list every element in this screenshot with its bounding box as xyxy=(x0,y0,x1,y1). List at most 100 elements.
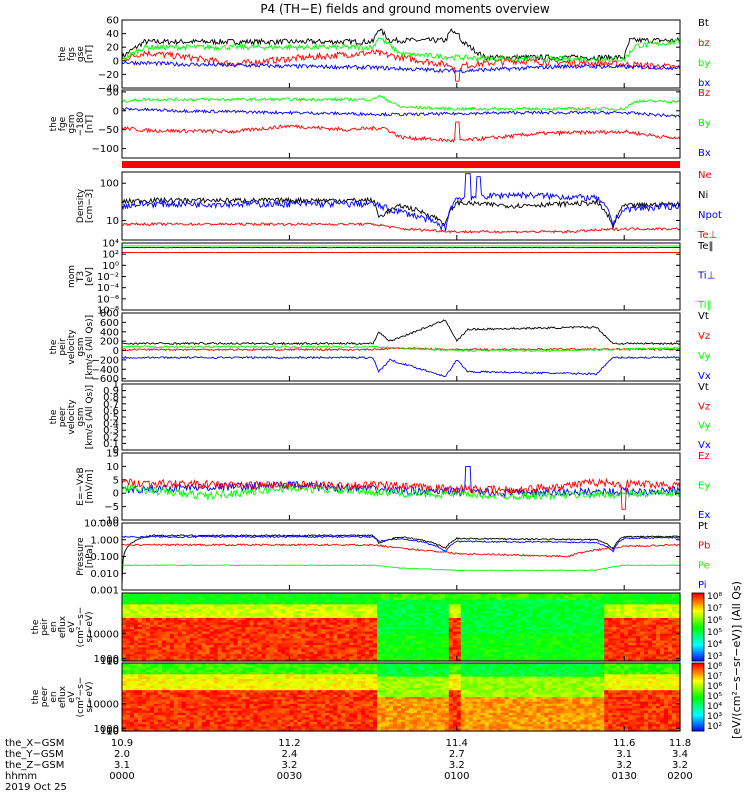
heatmap-cell xyxy=(564,602,569,605)
heatmap-cell xyxy=(301,597,306,601)
heatmap-cell xyxy=(165,606,171,610)
heatmap-cell xyxy=(404,620,410,624)
heatmap-cell xyxy=(321,599,326,603)
heatmap-cell xyxy=(333,624,338,628)
heatmap-cell xyxy=(169,678,175,682)
heatmap-cell xyxy=(464,602,470,605)
heatmap-cell xyxy=(504,627,510,630)
heatmap-cell xyxy=(157,636,163,639)
heatmap-cell xyxy=(181,624,187,628)
heatmap-cell xyxy=(149,715,155,718)
heatmap-cell xyxy=(277,606,283,610)
heatmap-cell xyxy=(436,595,442,599)
heatmap-cell xyxy=(452,629,458,633)
heatmap-cell xyxy=(373,608,378,612)
heatmap-cell xyxy=(325,636,330,639)
heatmap-cell xyxy=(632,611,637,614)
heatmap-cell xyxy=(193,604,199,608)
heatmap-cell xyxy=(620,647,625,651)
heatmap-cell xyxy=(325,633,330,637)
heatmap-cell xyxy=(137,611,143,614)
heatmap-cell xyxy=(289,606,294,610)
heatmap-cell xyxy=(229,617,235,621)
heatmap-cell xyxy=(476,615,482,619)
heatmap-cell xyxy=(373,656,378,660)
heatmap-cell xyxy=(676,602,681,605)
heatmap-cell xyxy=(536,624,542,628)
heatmap-cell xyxy=(580,638,585,642)
heatmap-cell xyxy=(122,678,127,682)
heatmap-cell xyxy=(253,658,259,662)
heatmap-cell xyxy=(552,658,558,662)
heatmap-cell xyxy=(361,595,366,599)
heatmap-cell xyxy=(676,604,681,608)
heatmap-cell xyxy=(432,599,438,603)
heatmap-cell xyxy=(464,636,470,639)
heatmap-cell xyxy=(460,611,466,614)
heatmap-cell xyxy=(245,595,251,599)
heatmap-cell xyxy=(205,629,211,633)
heatmap-cell xyxy=(341,640,346,644)
heatmap-cell xyxy=(448,615,454,619)
heatmap-cell xyxy=(349,595,354,599)
heatmap-cell xyxy=(556,654,562,658)
heatmap-cell xyxy=(153,624,159,628)
heatmap-cell xyxy=(217,617,223,621)
heatmap-cell xyxy=(341,613,346,617)
heatmap-cell xyxy=(173,674,179,678)
heatmap-cell xyxy=(313,638,318,642)
heatmap-cell xyxy=(660,597,665,601)
heatmap-cell xyxy=(149,658,155,662)
heatmap-cell xyxy=(385,613,390,617)
heatmap-cell xyxy=(221,611,227,614)
heatmap-cell xyxy=(217,636,223,639)
heatmap-cell xyxy=(225,631,231,635)
heatmap-cell xyxy=(309,629,314,633)
heatmap-cell xyxy=(460,651,466,655)
heatmap-cell xyxy=(133,649,139,653)
heatmap-cell xyxy=(177,599,183,603)
heatmap-cell xyxy=(361,649,366,653)
heatmap-cell xyxy=(301,638,306,642)
heatmap-cell xyxy=(129,728,135,732)
heatmap-cell xyxy=(169,672,175,675)
heatmap-cell xyxy=(289,604,294,608)
heatmap-cell xyxy=(122,651,127,655)
heatmap-cell xyxy=(197,649,203,653)
heatmap-cell xyxy=(484,608,490,612)
heatmap-cell xyxy=(576,656,581,660)
y-axis-label: en xyxy=(49,621,59,632)
heatmap-cell xyxy=(612,593,617,596)
heatmap-cell xyxy=(337,599,342,603)
heatmap-cell xyxy=(428,654,434,658)
heatmap-cell xyxy=(189,656,195,660)
heatmap-cell xyxy=(253,620,259,624)
heatmap-cell xyxy=(333,611,338,614)
heatmap-cell xyxy=(556,629,562,633)
heatmap-cell xyxy=(229,593,235,596)
heatmap-cell xyxy=(141,692,147,696)
heatmap-cell xyxy=(528,633,534,637)
heatmap-cell xyxy=(161,692,167,696)
heatmap-cell xyxy=(576,638,581,642)
heatmap-cell xyxy=(436,631,442,635)
heatmap-cell xyxy=(664,654,669,658)
heatmap-cell xyxy=(600,622,605,626)
heatmap-cell xyxy=(416,656,422,660)
heatmap-cell xyxy=(616,649,621,653)
heatmap-cell xyxy=(464,656,470,660)
heatmap-cell xyxy=(165,667,171,671)
heatmap-cell xyxy=(468,658,474,662)
heatmap-cell xyxy=(560,620,566,624)
heatmap-cell xyxy=(524,613,530,617)
heatmap-cell xyxy=(301,595,306,599)
heatmap-cell xyxy=(145,663,151,666)
heatmap-cell xyxy=(181,615,187,619)
heatmap-cell xyxy=(616,595,621,599)
heatmap-cell xyxy=(197,620,203,624)
heatmap-cell xyxy=(640,656,645,660)
heatmap-cell xyxy=(221,597,227,601)
heatmap-cell xyxy=(189,629,195,633)
heatmap-cell xyxy=(672,647,677,651)
